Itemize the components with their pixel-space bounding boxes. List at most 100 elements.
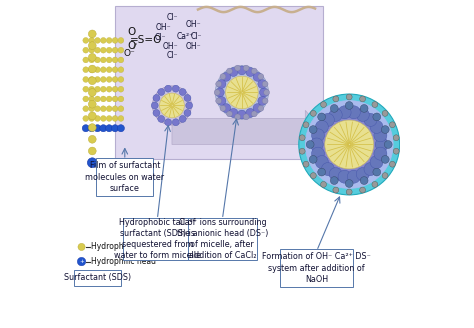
Circle shape bbox=[106, 37, 112, 43]
Circle shape bbox=[303, 122, 309, 128]
Circle shape bbox=[227, 68, 232, 74]
Circle shape bbox=[330, 105, 338, 112]
Circle shape bbox=[237, 110, 246, 119]
Circle shape bbox=[164, 119, 172, 126]
Circle shape bbox=[393, 148, 399, 154]
Circle shape bbox=[390, 122, 395, 128]
Circle shape bbox=[227, 111, 232, 117]
Circle shape bbox=[356, 168, 369, 181]
Circle shape bbox=[374, 147, 387, 160]
Circle shape bbox=[375, 138, 388, 151]
Circle shape bbox=[364, 163, 377, 175]
Circle shape bbox=[118, 37, 124, 43]
Circle shape bbox=[216, 98, 221, 104]
Circle shape bbox=[112, 47, 118, 53]
Circle shape bbox=[100, 57, 106, 63]
Circle shape bbox=[88, 147, 96, 155]
Circle shape bbox=[251, 68, 257, 74]
Circle shape bbox=[303, 161, 309, 167]
Circle shape bbox=[315, 155, 328, 169]
Text: O⁻: O⁻ bbox=[124, 49, 136, 58]
Circle shape bbox=[347, 170, 360, 183]
Circle shape bbox=[338, 170, 351, 183]
Circle shape bbox=[112, 76, 118, 82]
Circle shape bbox=[83, 76, 89, 82]
FancyBboxPatch shape bbox=[188, 218, 256, 260]
Text: Hydrophilic head: Hydrophilic head bbox=[91, 257, 156, 266]
Circle shape bbox=[89, 67, 94, 72]
Circle shape bbox=[346, 94, 352, 100]
Circle shape bbox=[390, 161, 395, 167]
Circle shape bbox=[372, 181, 378, 187]
Circle shape bbox=[325, 120, 374, 169]
FancyArrow shape bbox=[172, 110, 323, 153]
Circle shape bbox=[220, 74, 226, 79]
Circle shape bbox=[82, 125, 90, 132]
Circle shape bbox=[88, 100, 96, 108]
Circle shape bbox=[217, 80, 226, 89]
Circle shape bbox=[306, 141, 314, 148]
Circle shape bbox=[106, 96, 112, 102]
Circle shape bbox=[88, 125, 95, 132]
Circle shape bbox=[112, 96, 118, 102]
Circle shape bbox=[370, 155, 383, 169]
Circle shape bbox=[89, 115, 94, 121]
Circle shape bbox=[106, 106, 112, 112]
Circle shape bbox=[346, 189, 352, 195]
Circle shape bbox=[258, 105, 264, 111]
Circle shape bbox=[220, 105, 226, 111]
Circle shape bbox=[222, 72, 231, 81]
Circle shape bbox=[112, 37, 118, 43]
Circle shape bbox=[94, 86, 100, 92]
Circle shape bbox=[106, 125, 113, 132]
Circle shape bbox=[184, 110, 191, 116]
Circle shape bbox=[160, 93, 184, 118]
Circle shape bbox=[318, 113, 326, 121]
Circle shape bbox=[118, 96, 124, 102]
Circle shape bbox=[88, 124, 96, 132]
Circle shape bbox=[370, 120, 383, 133]
Circle shape bbox=[106, 67, 112, 72]
Circle shape bbox=[310, 138, 323, 151]
Circle shape bbox=[88, 112, 96, 120]
Circle shape bbox=[338, 106, 351, 119]
Circle shape bbox=[100, 37, 106, 43]
Circle shape bbox=[89, 76, 94, 82]
Circle shape bbox=[83, 106, 89, 112]
Circle shape bbox=[77, 257, 86, 266]
Circle shape bbox=[235, 114, 240, 120]
Text: Formation of OH⁻ Ca²⁺ DS⁻
system after addition of
NaOH: Formation of OH⁻ Ca²⁺ DS⁻ system after a… bbox=[262, 253, 371, 284]
Circle shape bbox=[382, 173, 388, 178]
Circle shape bbox=[83, 86, 89, 92]
Text: OH⁻: OH⁻ bbox=[185, 20, 201, 29]
Circle shape bbox=[100, 106, 106, 112]
Circle shape bbox=[88, 77, 96, 85]
Circle shape bbox=[118, 76, 124, 82]
Circle shape bbox=[384, 141, 392, 148]
Circle shape bbox=[89, 96, 94, 102]
Circle shape bbox=[264, 90, 270, 95]
Circle shape bbox=[173, 85, 179, 92]
Circle shape bbox=[315, 120, 328, 133]
Circle shape bbox=[382, 126, 389, 133]
Text: Hydrophobic tail of
surfactant (SDS) is
sequestered from
water to form micelle: Hydrophobic tail of surfactant (SDS) is … bbox=[114, 218, 201, 260]
Circle shape bbox=[320, 102, 327, 108]
Circle shape bbox=[118, 106, 124, 112]
Circle shape bbox=[374, 129, 387, 142]
Circle shape bbox=[226, 76, 258, 109]
Circle shape bbox=[311, 147, 325, 160]
Text: OH⁻: OH⁻ bbox=[185, 42, 201, 51]
Circle shape bbox=[94, 115, 100, 121]
Text: O: O bbox=[127, 27, 136, 37]
Text: O: O bbox=[127, 41, 136, 51]
Circle shape bbox=[299, 135, 305, 141]
Circle shape bbox=[309, 155, 317, 163]
Circle shape bbox=[345, 180, 353, 187]
Circle shape bbox=[94, 106, 100, 112]
Circle shape bbox=[118, 115, 124, 121]
Circle shape bbox=[320, 181, 327, 187]
Circle shape bbox=[184, 94, 191, 101]
Circle shape bbox=[179, 89, 186, 95]
Circle shape bbox=[216, 81, 221, 87]
Circle shape bbox=[246, 68, 255, 76]
